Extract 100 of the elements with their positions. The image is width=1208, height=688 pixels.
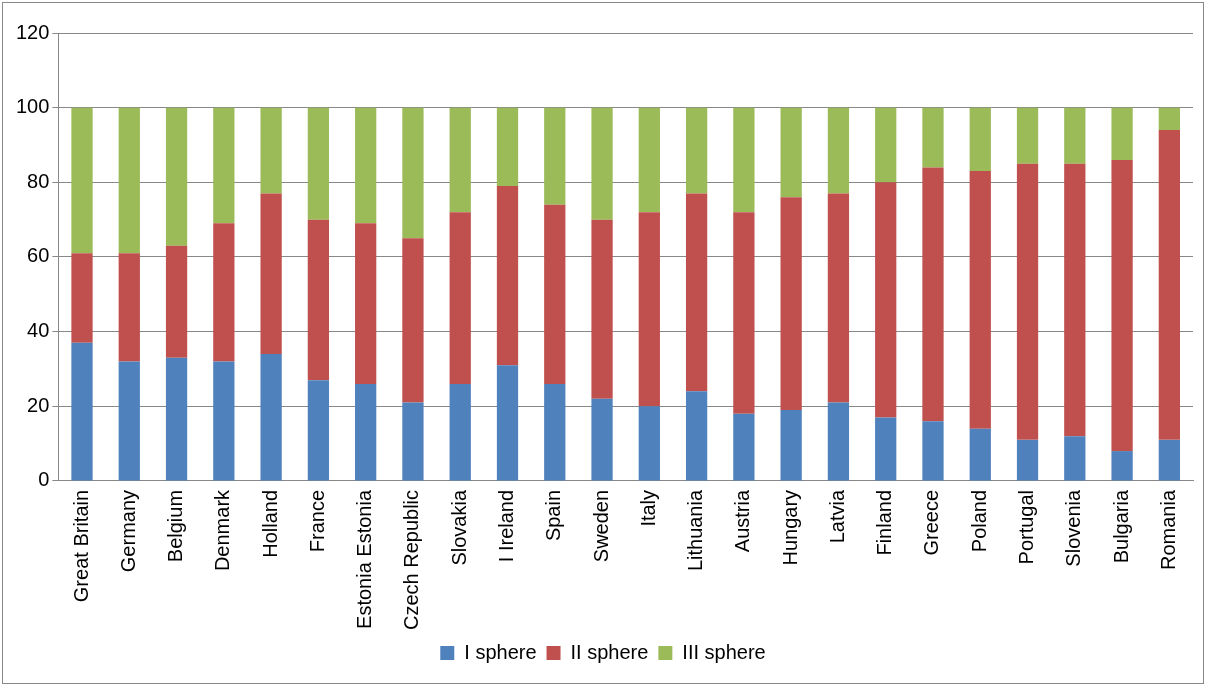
bar — [827, 107, 850, 194]
x-tick-label: Czech Republic — [400, 489, 423, 631]
bar — [213, 361, 235, 481]
bar — [922, 167, 944, 422]
bar — [496, 365, 519, 481]
y-tick-label: 20 — [27, 393, 50, 416]
bar — [1016, 107, 1039, 164]
y-tick-label: 120 — [15, 20, 50, 43]
bar — [780, 107, 802, 198]
bar — [969, 107, 991, 172]
bar — [591, 107, 613, 220]
bar — [827, 402, 850, 481]
bar — [260, 193, 282, 355]
bar — [875, 182, 897, 418]
bar — [496, 186, 519, 366]
y-tick-label: 40 — [27, 319, 50, 342]
bar — [733, 212, 755, 414]
x-tick-label: France — [305, 489, 328, 553]
x-tick-label: Romania — [1156, 489, 1179, 570]
bar — [685, 391, 708, 481]
bar — [71, 342, 93, 481]
y-tick-label: 80 — [27, 169, 50, 192]
y-tick-label: 60 — [27, 244, 50, 267]
bar — [685, 107, 708, 194]
bar — [355, 107, 377, 224]
bar — [307, 107, 330, 220]
x-tick-label: Lithuania — [684, 489, 707, 572]
x-tick-label: Estonia Estonia — [353, 489, 376, 629]
bar — [780, 410, 802, 481]
bar — [1064, 436, 1086, 481]
bar — [307, 219, 330, 381]
bar — [355, 383, 377, 481]
bar — [875, 417, 897, 481]
x-tick-label: Germany — [116, 489, 139, 573]
bar — [1111, 451, 1133, 481]
bar — [969, 428, 991, 481]
bar — [638, 212, 660, 407]
x-tick-label: Bulgaria — [1109, 489, 1132, 564]
bar — [922, 107, 944, 168]
bar — [733, 413, 755, 481]
bar — [449, 212, 471, 384]
x-tick-label: I Ireland — [495, 489, 518, 563]
legend-label: I sphere — [464, 640, 537, 663]
bar — [1111, 107, 1133, 160]
bar — [260, 354, 282, 481]
bar — [733, 107, 755, 213]
bar — [71, 107, 93, 254]
x-tick-label: Sweden — [589, 489, 612, 563]
bar — [638, 107, 660, 213]
legend-label: III sphere — [682, 640, 766, 663]
bar — [875, 107, 897, 183]
bar — [638, 406, 660, 481]
bar — [544, 204, 566, 384]
bar — [402, 107, 424, 239]
bar — [402, 238, 424, 403]
bar — [1016, 439, 1039, 481]
bar — [165, 245, 188, 358]
bar — [544, 107, 566, 205]
x-tick-label: Poland — [967, 489, 990, 553]
bar — [780, 197, 802, 411]
x-tick-label: Finland — [873, 489, 896, 556]
x-tick-label: Latvia — [825, 489, 848, 544]
x-tick-label: Slovenia — [1062, 489, 1085, 567]
bar — [591, 219, 613, 399]
bar — [922, 421, 944, 481]
bar — [307, 380, 330, 481]
bar — [1064, 163, 1086, 437]
bar — [213, 107, 235, 224]
bar — [449, 107, 471, 213]
bar — [118, 107, 140, 254]
x-tick-label: Holland — [258, 489, 281, 558]
bar — [1064, 107, 1086, 164]
bar — [591, 398, 613, 481]
bar — [827, 193, 850, 403]
y-tick-label: 0 — [38, 468, 50, 491]
bar — [165, 107, 188, 246]
bar — [1158, 130, 1180, 440]
bar — [213, 223, 235, 362]
bar — [402, 402, 424, 481]
bar — [449, 383, 471, 481]
bar — [355, 223, 377, 384]
bar — [165, 357, 188, 481]
x-tick-label: Greece — [920, 489, 943, 556]
x-tick-label: Great Britain — [69, 489, 92, 603]
bar — [118, 361, 140, 481]
y-tick-label: 100 — [15, 95, 50, 118]
legend-label: II sphere — [570, 640, 649, 663]
bar — [71, 253, 93, 343]
bar — [1016, 163, 1039, 440]
bar — [1111, 159, 1133, 452]
bar — [260, 107, 282, 194]
bar — [496, 107, 519, 187]
bar — [544, 383, 566, 481]
bar — [685, 193, 708, 392]
x-tick-label: Slovakia — [447, 489, 470, 566]
x-tick-label: Hungary — [778, 489, 801, 566]
x-tick-label: Italy — [636, 489, 659, 527]
x-tick-label: Spain — [542, 489, 565, 542]
bar — [1158, 107, 1180, 131]
x-tick-label: Austria — [731, 489, 754, 553]
